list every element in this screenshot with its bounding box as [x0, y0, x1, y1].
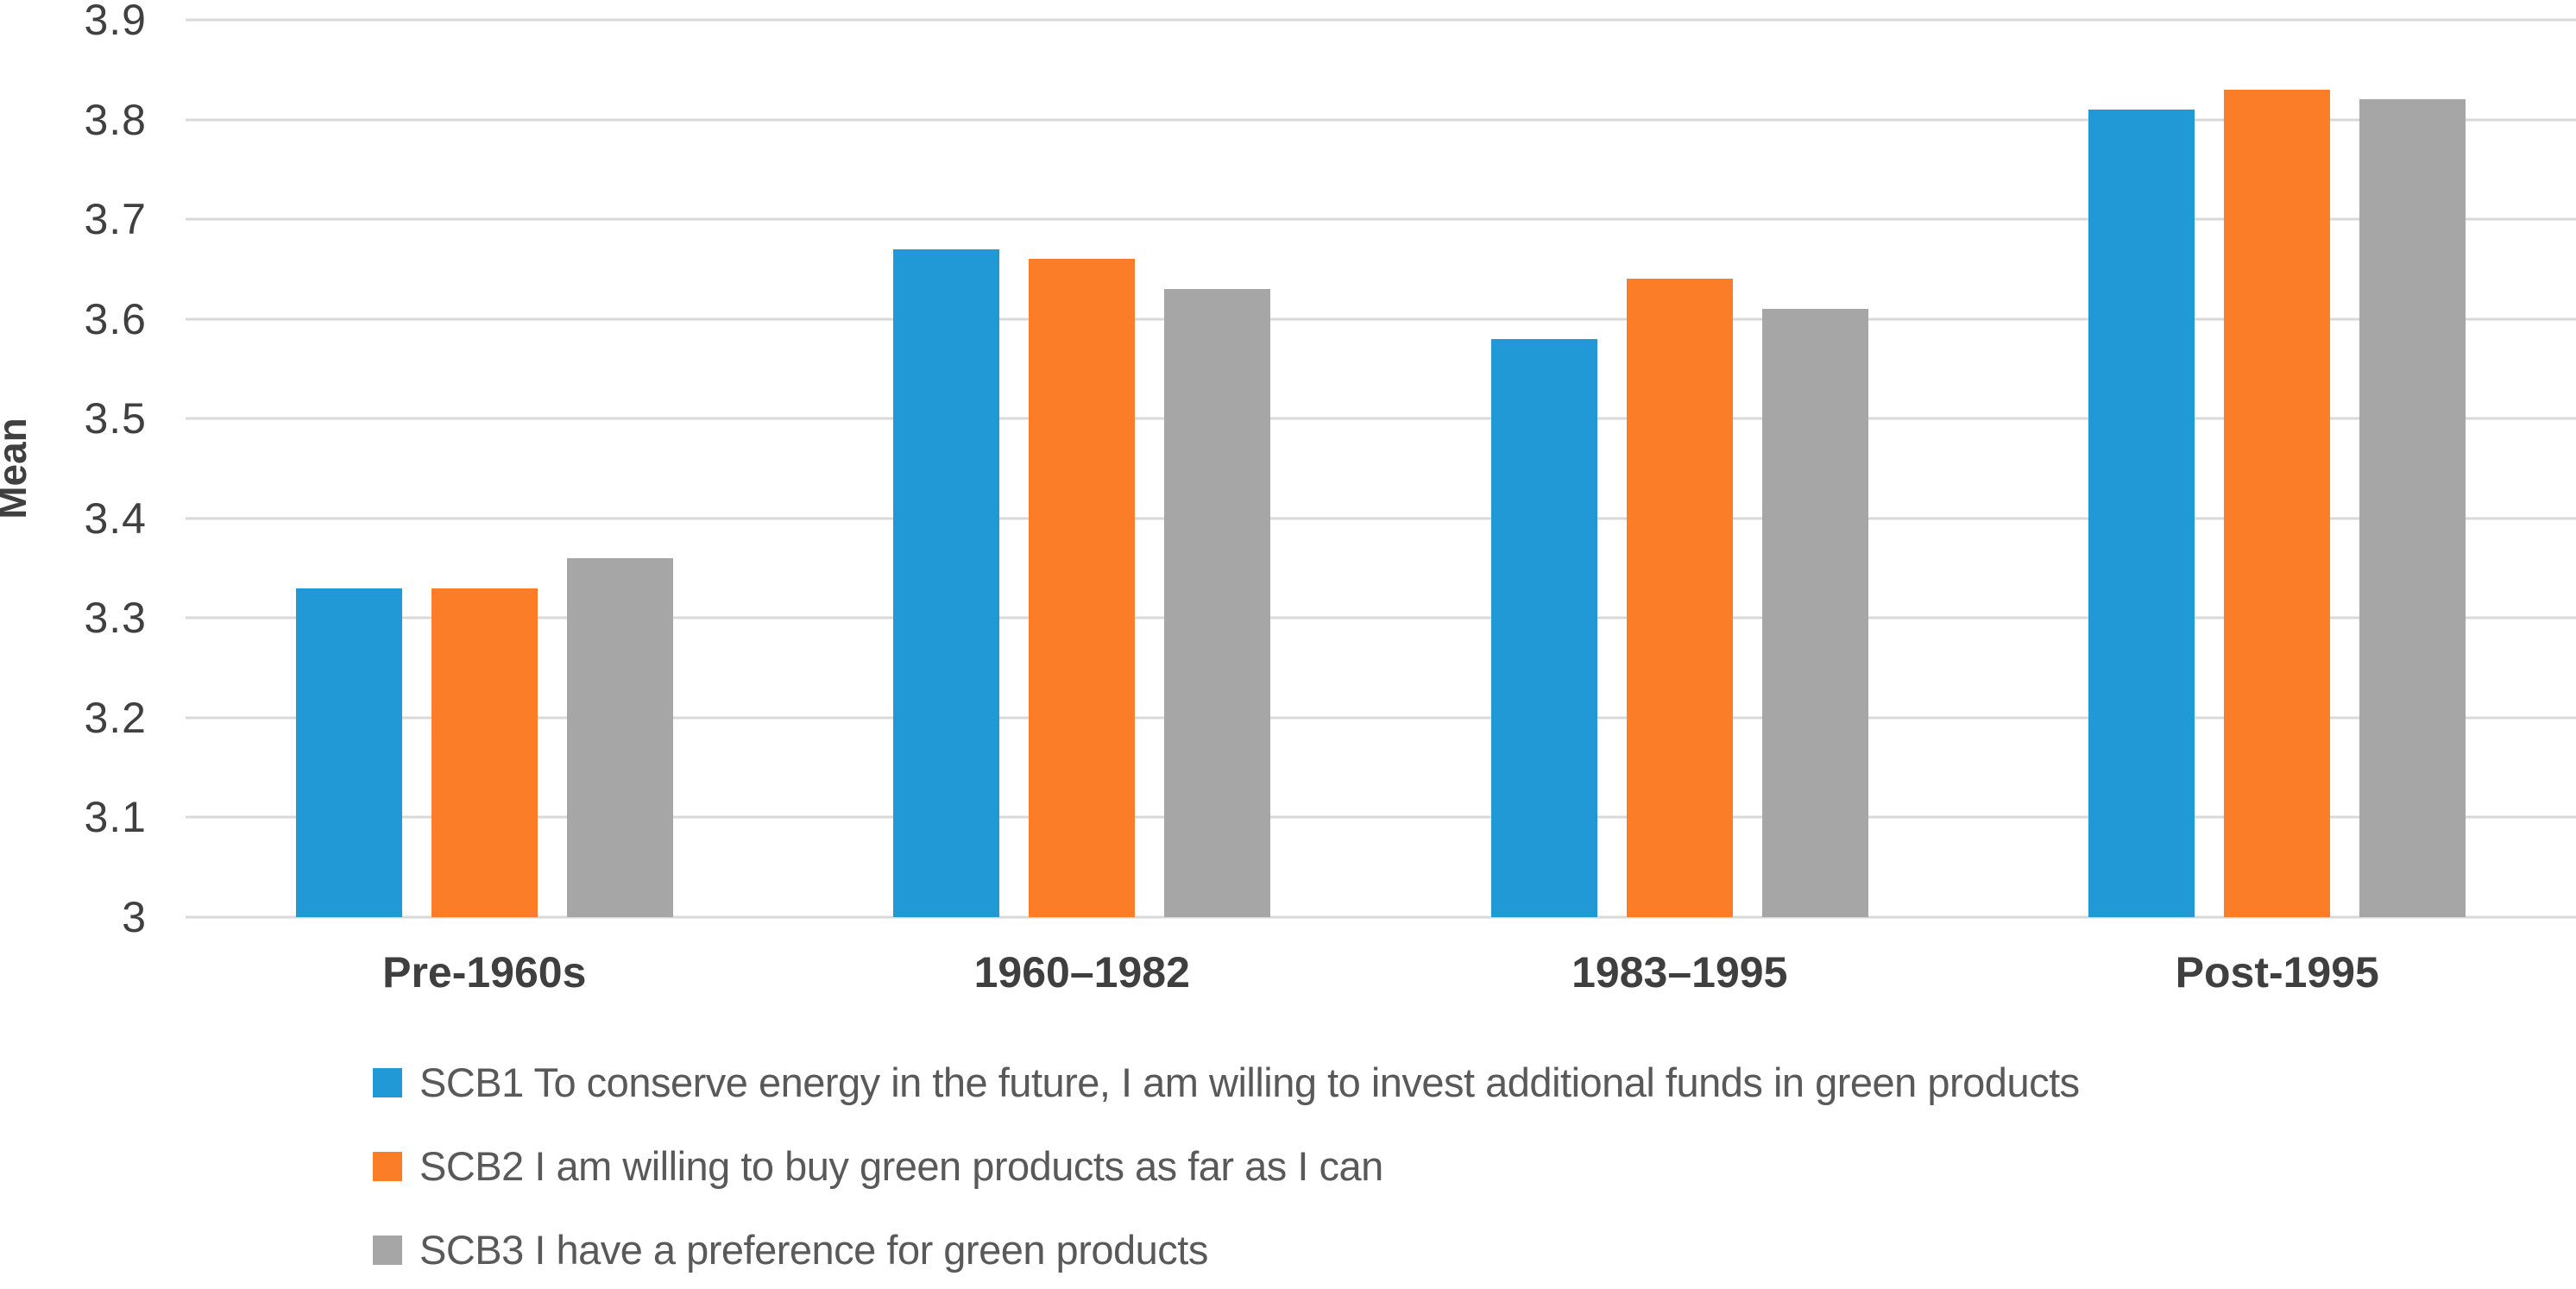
legend-label: SCB3 I have a preference for green produ…: [419, 1227, 1208, 1273]
legend-swatch-icon: [373, 1151, 402, 1181]
plot-area: [186, 18, 2576, 919]
legend-swatch-icon: [373, 1235, 402, 1265]
y-tick-label: 3.5: [84, 394, 147, 443]
bar: [893, 248, 1000, 917]
x-category-label: Pre-1960s: [382, 948, 587, 997]
bar: [1164, 289, 1271, 917]
bar: [2224, 89, 2331, 917]
bar: [2088, 110, 2195, 917]
bar: [295, 588, 402, 917]
y-tick-label: 3.7: [84, 195, 147, 244]
legend-row: SCB3 I have a preference for green produ…: [373, 1208, 2080, 1289]
y-tick-label: 3.2: [84, 693, 147, 742]
legend-row: SCB2 I am willing to buy green products …: [373, 1124, 2080, 1208]
bar: [1626, 279, 1733, 917]
bar: [2359, 99, 2466, 917]
bar-group-post-1995: [1979, 20, 2576, 917]
bar: [1490, 338, 1597, 917]
legend-label: SCB1 To conserve energy in the future, I…: [419, 1059, 2080, 1105]
legend-label: SCB2 I am willing to buy green products …: [419, 1143, 1383, 1189]
gridline: [186, 716, 2576, 720]
gridline: [186, 217, 2576, 221]
gridline: [186, 616, 2576, 619]
bar: [1029, 259, 1136, 917]
x-category-label: 1983–1995: [1571, 948, 1788, 997]
bar-group-1983-1995: [1381, 20, 1979, 917]
gridline: [186, 318, 2576, 321]
y-tick-label: 3.4: [84, 494, 147, 543]
bar: [431, 588, 538, 917]
y-tick-label: 3.9: [84, 0, 147, 44]
gridline: [186, 118, 2576, 122]
x-axis-labels: Pre-1960s 1960–1982 1983–1995 Post-1995: [186, 947, 2576, 997]
y-tick-label: 3.6: [84, 294, 147, 343]
y-tick-label: 3.8: [84, 95, 147, 144]
x-category-label: Post-1995: [2175, 948, 2379, 997]
y-tick-label: 3.1: [84, 793, 147, 842]
y-axis-ticks: 3.9 3.8 3.7 3.6 3.5 3.4 3.3 3.2 3.1 3: [0, 0, 147, 941]
bar-group-pre-1960s: [186, 20, 784, 917]
gridline: [186, 517, 2576, 520]
legend: SCB1 To conserve energy in the future, I…: [373, 1041, 2080, 1289]
y-tick-label: 3: [122, 893, 147, 941]
bar: [566, 558, 673, 917]
x-category-label: 1960–1982: [973, 948, 1190, 997]
legend-swatch-icon: [373, 1067, 402, 1097]
legend-row: SCB1 To conserve energy in the future, I…: [373, 1041, 2080, 1124]
gridline: [186, 915, 2576, 919]
y-tick-label: 3.3: [84, 594, 147, 643]
bar-group-1960-1982: [784, 20, 1382, 917]
bar: [1761, 309, 1868, 917]
gridline: [186, 18, 2576, 22]
gridline: [186, 417, 2576, 420]
gridline: [186, 815, 2576, 819]
bars-layer: [186, 20, 2576, 917]
